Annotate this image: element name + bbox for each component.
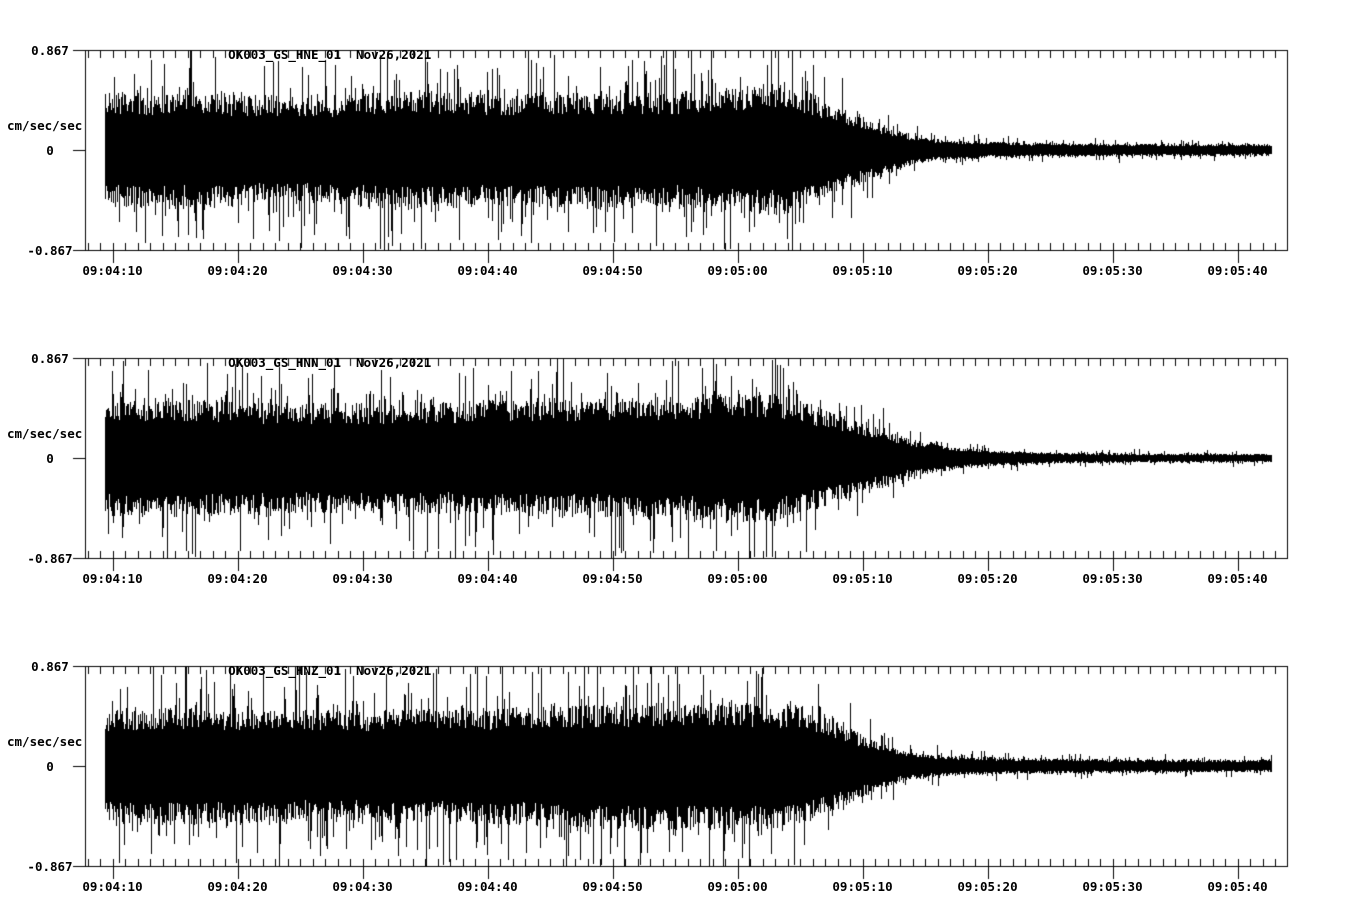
x-axis-tick-label: 09:05:10	[832, 571, 893, 586]
x-axis-tick-label: 09:05:00	[707, 879, 768, 894]
x-axis-tick-label: 09:05:40	[1207, 263, 1268, 278]
x-axis-tick-label: 09:04:30	[332, 879, 393, 894]
x-axis-tick-label: 09:05:40	[1207, 571, 1268, 586]
x-axis-tick-label: 09:05:30	[1082, 263, 1143, 278]
x-axis-tick-label: 09:05:40	[1207, 879, 1268, 894]
y-axis-unit-label: cm/sec/sec	[7, 734, 83, 749]
y-axis-unit-label: cm/sec/sec	[7, 426, 83, 441]
x-axis-tick-label: 09:04:40	[457, 263, 518, 278]
y-axis-unit-label: cm/sec/sec	[7, 118, 83, 133]
y-axis-min-label: -0.867	[27, 859, 73, 874]
x-axis-tick-label: 09:04:50	[582, 879, 643, 894]
x-axis-tick-label: 09:04:10	[82, 879, 143, 894]
x-axis-tick-label: 09:04:30	[332, 263, 393, 278]
seismogram-panel-hnz: OK003_GS_HNZ_01Nov26,2021 0.867 cm/sec/s…	[0, 616, 1358, 924]
seismogram-panel-hne: OK003_GS_HNE_01Nov26,2021 0.867 cm/sec/s…	[0, 0, 1358, 308]
x-axis-labels: 09:04:10 09:04:20 09:04:30 09:04:40 09:04:50…	[0, 571, 1358, 587]
x-axis-tick-label: 09:04:10	[82, 263, 143, 278]
y-axis-max-label: 0.867	[31, 351, 69, 366]
x-axis-tick-label: 09:05:30	[1082, 571, 1143, 586]
y-axis-zero-label: 0	[46, 759, 54, 774]
y-axis-min-label: -0.867	[27, 551, 73, 566]
x-axis-tick-label: 09:05:00	[707, 571, 768, 586]
x-axis-tick-label: 09:04:20	[207, 571, 268, 586]
x-axis-tick-label: 09:05:20	[957, 879, 1018, 894]
y-axis-max-label: 0.867	[31, 43, 69, 58]
x-axis-tick-label: 09:05:10	[832, 879, 893, 894]
x-axis-tick-label: 09:05:00	[707, 263, 768, 278]
x-axis-tick-label: 09:05:10	[832, 263, 893, 278]
y-axis-zero-label: 0	[46, 143, 54, 158]
y-axis-min-label: -0.867	[27, 243, 73, 258]
waveform-hne-canvas	[65, 36, 1305, 264]
x-axis-tick-label: 09:05:20	[957, 571, 1018, 586]
x-axis-tick-label: 09:04:30	[332, 571, 393, 586]
x-axis-tick-label: 09:04:50	[582, 571, 643, 586]
x-axis-tick-label: 09:04:50	[582, 263, 643, 278]
x-axis-tick-label: 09:05:30	[1082, 879, 1143, 894]
x-axis-tick-label: 09:04:40	[457, 571, 518, 586]
x-axis-tick-label: 09:04:20	[207, 879, 268, 894]
y-axis-max-label: 0.867	[31, 659, 69, 674]
x-axis-tick-label: 09:05:20	[957, 263, 1018, 278]
x-axis-tick-label: 09:04:10	[82, 571, 143, 586]
x-axis-tick-label: 09:04:40	[457, 879, 518, 894]
x-axis-labels: 09:04:10 09:04:20 09:04:30 09:04:40 09:04:50…	[0, 879, 1358, 895]
waveform-hnn-canvas	[65, 344, 1305, 572]
waveform-hnz-canvas	[65, 652, 1305, 880]
y-axis-zero-label: 0	[46, 451, 54, 466]
x-axis-labels: 09:04:10 09:04:20 09:04:30 09:04:40 09:04:50…	[0, 263, 1358, 279]
seismogram-panel-hnn: OK003_GS_HNN_01Nov26,2021 0.867 cm/sec/s…	[0, 308, 1358, 616]
x-axis-tick-label: 09:04:20	[207, 263, 268, 278]
